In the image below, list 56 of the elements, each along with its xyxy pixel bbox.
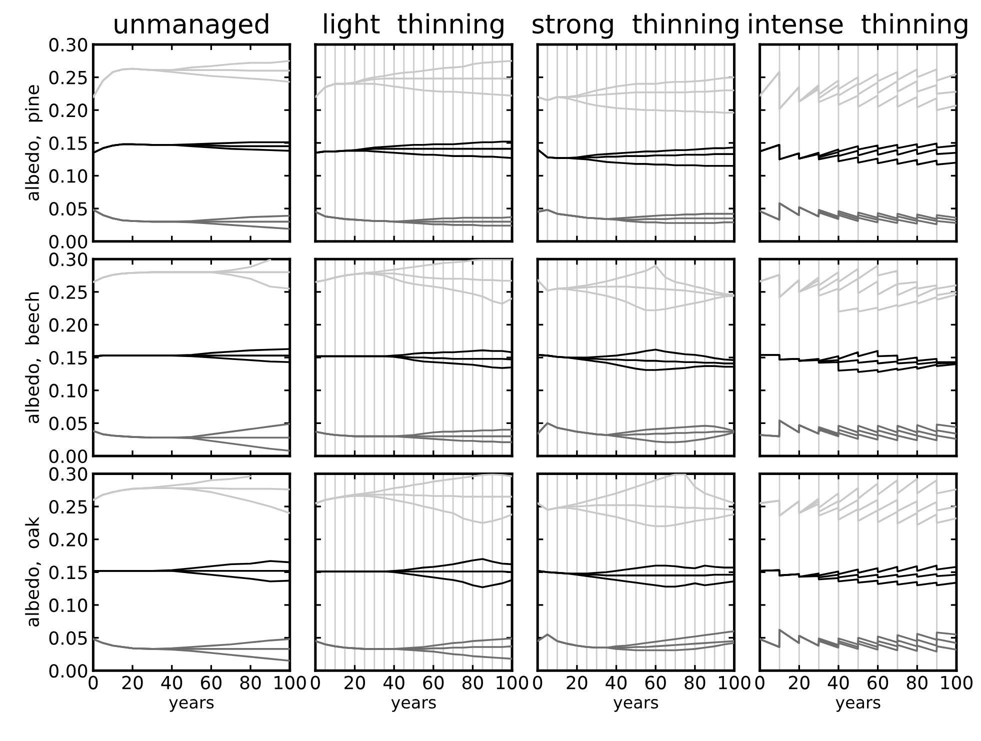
y-tick-label: 0.25 [49,500,87,514]
y-tick-label: 0.25 [49,70,87,84]
x-tick-label: 40 [828,676,849,690]
x-tick-label: 100 [941,676,973,690]
x-tick-label: 100 [496,676,528,690]
y-tick-label: 0.05 [49,202,87,216]
x-tick-label: 20 [566,676,588,690]
x-tick-label: 60 [200,676,222,690]
x-tick-label: 0 [533,676,542,690]
x-tick-label: 40 [383,676,404,690]
chart-title: strong thinning [532,13,738,39]
y-tick-label: 0.00 [49,234,88,248]
x-tick-label: 0 [755,676,764,690]
x-tick-label: 60 [645,676,666,690]
x-tick-label: 60 [423,676,444,690]
chart-title: intense thinning [749,13,968,39]
x-axis-title: years [391,699,436,712]
x-tick-label: 0 [88,676,98,690]
y-tick-label: 0.15 [49,136,87,150]
y-tick-label: 0.10 [49,598,88,612]
y-tick-label: 0.20 [49,104,88,118]
y-tick-label: 0.30 [49,252,88,266]
y-axis-title: albedo, oak [25,516,41,627]
x-axis-title: years [836,699,880,712]
x-tick-label: 20 [344,676,366,690]
x-tick-label: 100 [274,676,306,690]
y-tick-label: 0.00 [49,449,88,464]
y-tick-label: 0.10 [49,384,88,398]
y-axis-title: albedo, pine [25,85,43,201]
x-tick-label: 40 [606,676,627,690]
x-axis-title: years [169,699,214,712]
y-tick-label: 0.30 [49,467,88,481]
chart-title: light thinning [324,13,504,39]
y-tick-label: 0.25 [49,285,87,300]
y-tick-label: 0.05 [49,631,87,645]
y-tick-label: 0.30 [49,38,88,52]
x-tick-label: 80 [462,676,484,690]
x-axis-title: years [614,699,658,712]
y-tick-label: 0.15 [49,350,87,365]
x-tick-label: 20 [788,676,810,690]
y-tick-label: 0.10 [49,169,88,183]
y-axis-title: albedo, beech [25,292,41,424]
x-tick-label: 40 [161,676,182,690]
x-tick-label: 0 [310,676,320,690]
chart-title: unmanaged [114,13,268,39]
y-tick-label: 0.15 [49,566,87,580]
x-tick-label: 80 [240,676,261,690]
y-tick-label: 0.20 [49,318,88,332]
y-tick-label: 0.20 [49,532,88,546]
x-tick-label: 80 [906,676,928,690]
x-tick-label: 20 [122,676,143,690]
x-tick-label: 100 [719,676,750,690]
x-tick-label: 80 [684,676,706,690]
y-tick-label: 0.05 [49,416,87,430]
y-tick-label: 0.00 [49,664,88,678]
x-tick-label: 60 [868,676,888,690]
